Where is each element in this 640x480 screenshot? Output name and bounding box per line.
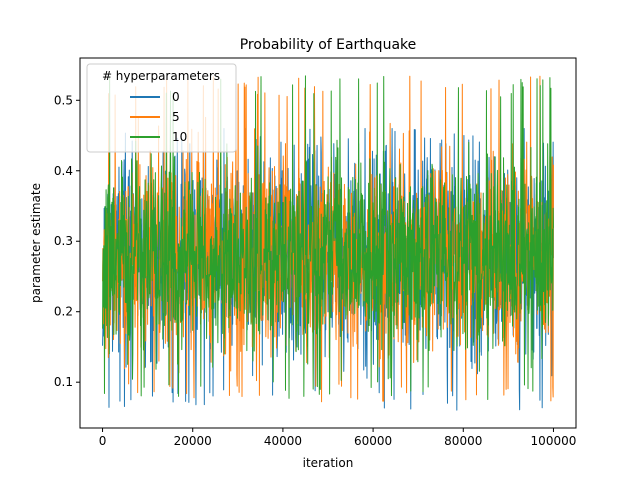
legend-box — [86, 63, 237, 153]
chart-title: Probability of Earthquake — [240, 37, 417, 53]
x-tick-label: 100000 — [531, 434, 577, 448]
y-axis-label: parameter estimate — [29, 183, 43, 303]
legend-label: 10 — [172, 130, 187, 144]
series-line-10 — [102, 75, 554, 400]
x-tick-label: 0 — [99, 434, 107, 448]
x-tick-label: 20000 — [174, 434, 212, 448]
legend-title: # hyperparameters — [102, 69, 220, 83]
axes-frame — [79, 57, 577, 429]
x-axis: 0 20000 40000 60000 80000 100000 — [99, 428, 577, 448]
y-tick-label: 0.5 — [54, 93, 73, 107]
y-tick-label: 0.1 — [54, 375, 73, 389]
x-tick-label: 60000 — [354, 434, 392, 448]
y-tick-label: 0.2 — [54, 305, 73, 319]
x-tick-label: 80000 — [444, 434, 482, 448]
y-tick-label: 0.3 — [54, 234, 73, 248]
x-tick-label: 40000 — [264, 434, 302, 448]
legend-label: 5 — [172, 110, 180, 124]
plot-area — [102, 75, 554, 411]
x-axis-label: iteration — [303, 456, 354, 470]
legend-label: 0 — [172, 90, 180, 104]
legend: # hyperparameters 0 5 10 — [86, 63, 237, 153]
y-tick-label: 0.4 — [54, 164, 73, 178]
y-axis: 0.1 0.2 0.3 0.4 0.5 — [54, 93, 80, 389]
